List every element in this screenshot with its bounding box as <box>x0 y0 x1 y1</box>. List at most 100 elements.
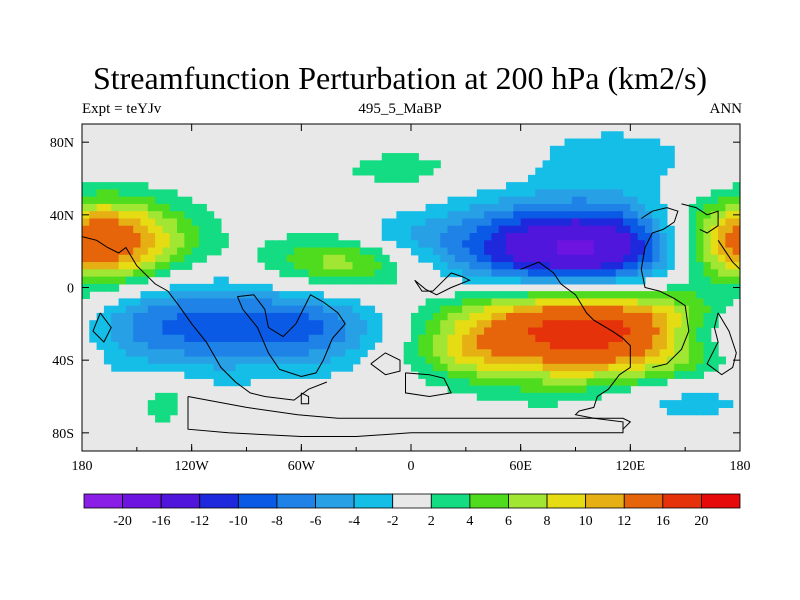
field-cell <box>659 400 668 408</box>
field-cell <box>549 385 558 394</box>
field-cell <box>732 254 740 263</box>
field-cell <box>155 262 164 270</box>
field-cell <box>220 327 229 336</box>
field-cell <box>593 276 602 285</box>
field-cell <box>535 363 544 372</box>
field-cell <box>703 342 712 350</box>
field-cell <box>557 385 566 394</box>
field-cell <box>484 262 493 270</box>
field-cell <box>140 203 149 212</box>
field-cell <box>447 371 456 379</box>
field-cell <box>184 363 193 372</box>
field-cell <box>213 342 222 350</box>
field-cell <box>476 312 485 321</box>
field-cell <box>264 327 273 336</box>
field-cell <box>462 225 471 234</box>
field-cell <box>286 327 295 336</box>
field-cell <box>476 363 485 372</box>
field-cell <box>330 312 339 321</box>
field-cell <box>542 356 551 365</box>
field-cell <box>513 182 522 190</box>
field-cell <box>462 334 471 343</box>
field-cell <box>623 349 631 358</box>
field-cell <box>571 160 580 169</box>
field-cell <box>447 203 456 212</box>
field-cell <box>155 342 164 350</box>
field-cell <box>542 291 551 299</box>
field-cell <box>418 160 427 169</box>
field-cell <box>250 312 259 321</box>
field-cell <box>557 182 566 190</box>
field-cell <box>476 240 485 249</box>
field-cell <box>162 320 171 329</box>
field-cell <box>169 298 178 307</box>
field-cell <box>571 189 580 198</box>
field-cell <box>630 196 639 205</box>
field-cell <box>579 291 588 299</box>
field-cell <box>250 342 259 350</box>
field-cell <box>527 400 536 408</box>
field-cell <box>125 363 134 372</box>
field-cell <box>586 262 595 270</box>
field-cell <box>169 312 178 321</box>
field-cell <box>542 400 551 408</box>
field-cell <box>359 276 368 285</box>
field-cell <box>198 334 207 343</box>
field-cell <box>644 211 653 220</box>
field-cell <box>498 247 507 256</box>
field-cell <box>454 225 463 234</box>
field-cell <box>315 247 324 256</box>
field-cell <box>381 167 390 176</box>
field-cell <box>601 145 609 154</box>
field-cell <box>330 247 339 256</box>
field-cell <box>476 203 485 212</box>
field-cell <box>272 349 280 358</box>
field-cell <box>542 269 551 278</box>
field-cell <box>220 298 229 307</box>
field-cell <box>593 240 602 249</box>
field-cell <box>103 240 112 249</box>
field-cell <box>513 276 522 285</box>
field-cell <box>235 378 244 387</box>
field-cell <box>476 247 485 256</box>
field-cell <box>191 225 200 234</box>
field-cell <box>630 298 639 307</box>
field-cell <box>652 320 661 329</box>
field-cell <box>184 342 193 350</box>
field-cell <box>535 203 544 212</box>
field-cell <box>688 298 697 307</box>
field-cell <box>703 203 712 212</box>
field-cell <box>118 298 127 307</box>
field-cell <box>557 334 566 343</box>
field-cell <box>169 363 178 372</box>
field-cell <box>169 218 178 227</box>
field-cell <box>637 233 646 241</box>
field-cell <box>652 334 661 343</box>
field-cell <box>498 218 507 227</box>
field-cell <box>579 174 588 183</box>
field-cell <box>118 254 127 263</box>
field-cell <box>140 182 149 190</box>
field-cell <box>308 320 317 329</box>
field-cell <box>549 392 558 401</box>
field-cell <box>513 349 522 358</box>
field-cell <box>359 247 368 256</box>
field-cell <box>615 349 624 358</box>
field-cell <box>323 320 332 329</box>
field-cell <box>257 247 266 256</box>
field-cell <box>652 160 661 169</box>
field-cell <box>630 378 639 387</box>
field-cell <box>184 305 193 314</box>
field-cell <box>623 138 631 147</box>
field-cell <box>571 312 580 321</box>
field-cell <box>403 342 412 350</box>
field-cell <box>418 371 427 379</box>
field-cell <box>513 392 522 401</box>
field-cell <box>374 167 383 176</box>
field-cell <box>586 356 595 365</box>
field-cell <box>666 363 675 372</box>
field-cell <box>535 240 544 249</box>
field-cell <box>374 247 383 256</box>
field-cell <box>571 145 580 154</box>
field-cell <box>206 312 215 321</box>
